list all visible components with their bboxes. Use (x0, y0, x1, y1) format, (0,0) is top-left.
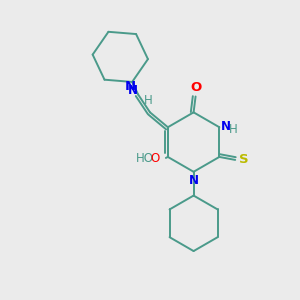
Text: N: N (128, 84, 138, 97)
Text: N: N (125, 80, 136, 92)
Text: O: O (190, 80, 201, 94)
Text: N: N (221, 120, 231, 133)
Text: H: H (144, 94, 152, 107)
Text: N: N (189, 174, 199, 187)
Text: O: O (151, 152, 160, 165)
Text: HO: HO (136, 152, 154, 165)
Text: H: H (229, 123, 238, 136)
Text: S: S (239, 153, 249, 167)
